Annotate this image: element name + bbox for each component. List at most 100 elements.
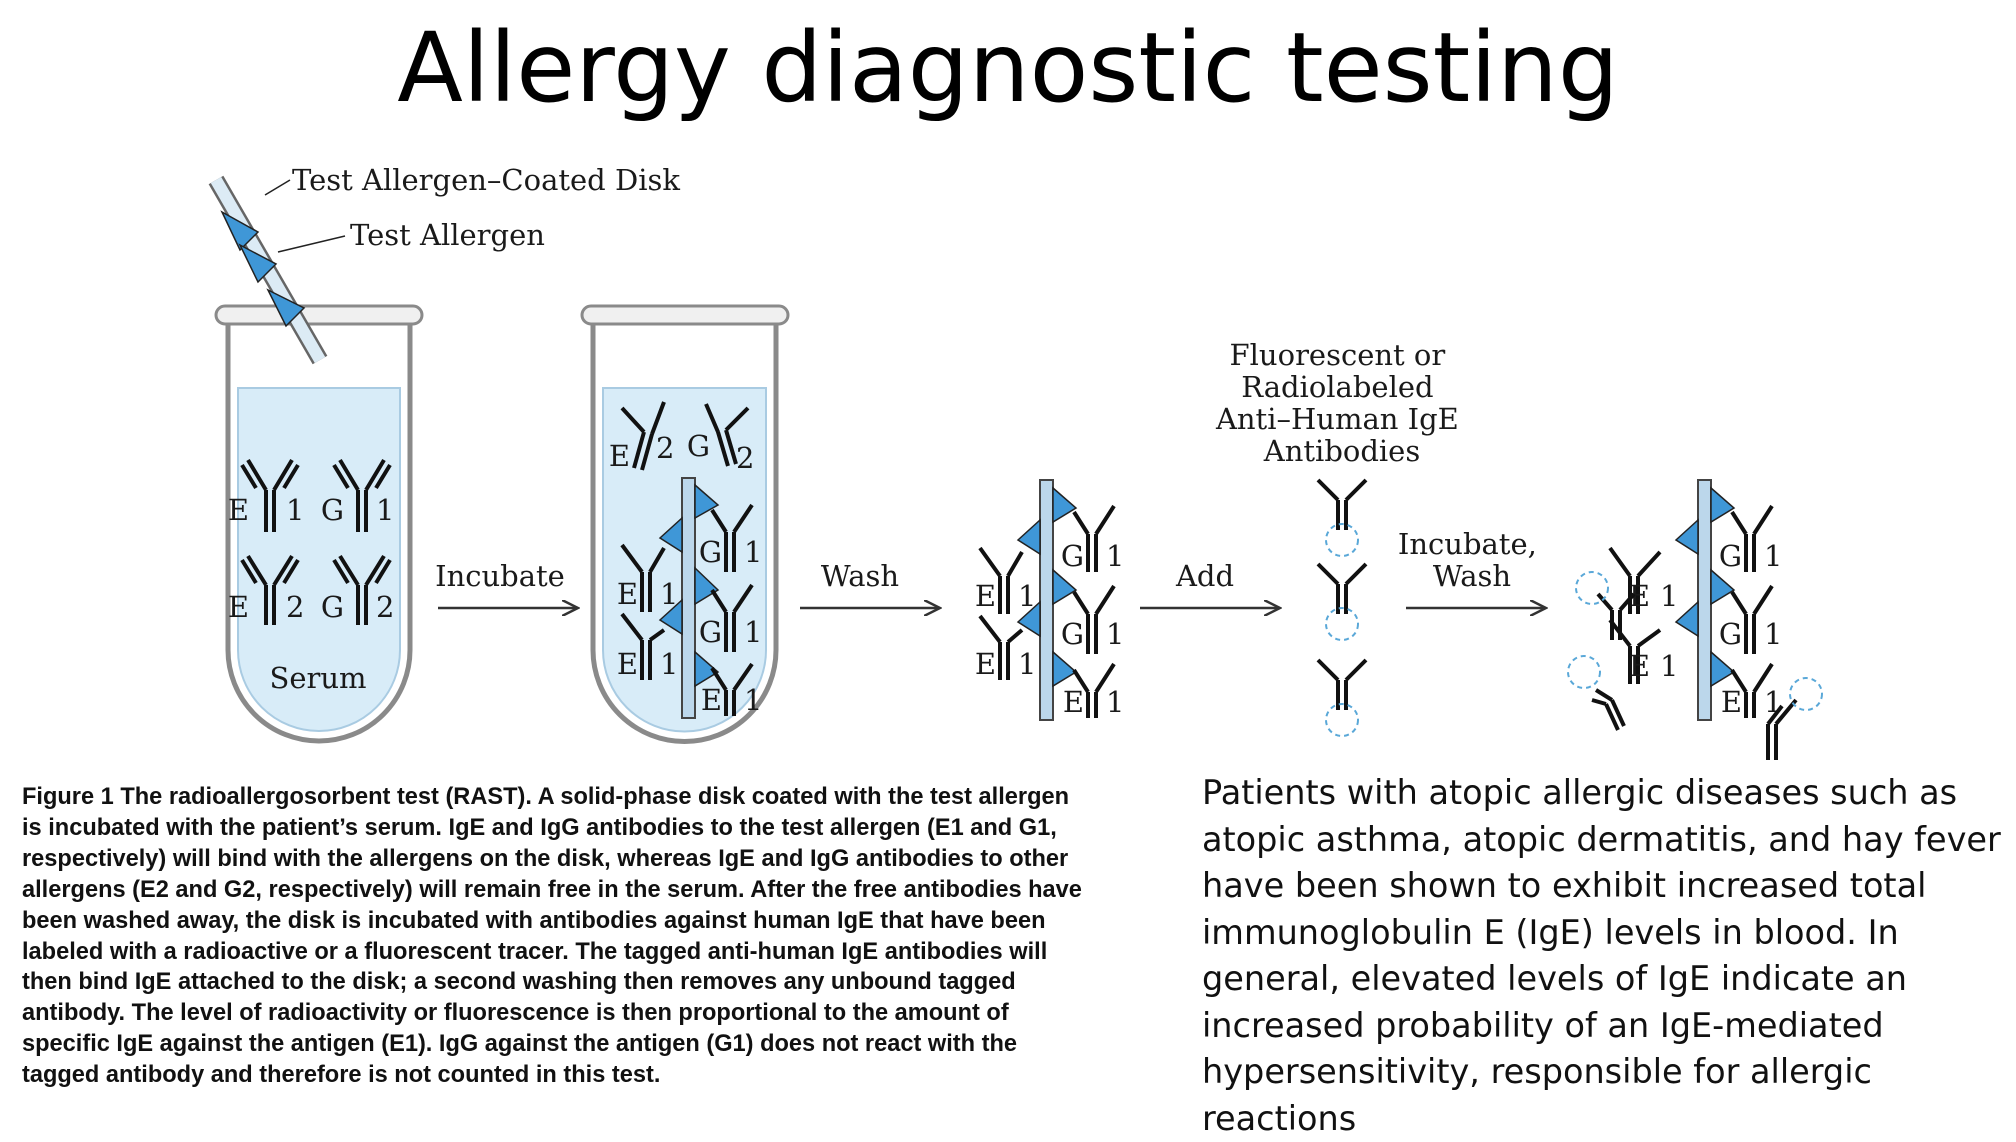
chain-label-2: 2	[736, 441, 754, 475]
allergen-label: Test Allergen	[350, 218, 545, 252]
chain-label-1: 1	[744, 535, 762, 569]
disk-leader-line	[264, 179, 291, 196]
tagged-antibody	[1316, 478, 1368, 557]
allergen-triangle	[1710, 650, 1736, 688]
allergen-triangle	[220, 210, 260, 252]
figure-caption: Figure 1 The radioallergosorbent test (R…	[22, 784, 1082, 1089]
bound-antibody-e1	[1730, 662, 1774, 718]
allergen-triangle	[1710, 568, 1736, 606]
tagged-antibodies-label: Fluorescent or Radiolabeled Anti–Human I…	[1215, 338, 1468, 468]
test-tube-1: Serum	[214, 304, 424, 744]
chain-label-2: 2	[376, 590, 394, 624]
incubate-wash-line: Incubate,	[1398, 527, 1537, 561]
disk-washed	[1039, 479, 1054, 721]
allergen-triangle	[1016, 518, 1041, 556]
chain-label-g: G	[1719, 539, 1742, 573]
allergen-triangle	[1016, 600, 1041, 638]
allergen-triangle	[694, 650, 720, 688]
chain-label-1: 1	[1106, 617, 1124, 651]
chain-label-1: 1	[1660, 649, 1678, 683]
body-paragraph: Patients with atopic allergic diseases s…	[1202, 773, 2001, 1138]
bound-antibody-e1	[1608, 618, 1662, 684]
chain-label-e: E	[975, 579, 996, 613]
chain-label-1: 1	[1764, 685, 1782, 719]
attached-tagged-antibody	[1575, 571, 1636, 640]
bound-antibody-g1	[710, 583, 754, 652]
bound-antibody-g1	[710, 503, 754, 572]
tube-1-glass	[225, 320, 413, 744]
tagged-antibody	[1316, 658, 1368, 737]
attached-tagged-antibody	[1766, 677, 1823, 760]
chain-label-1: 1	[1018, 647, 1036, 681]
chain-label-e: E	[1629, 579, 1650, 613]
bound-antibody-e1	[620, 612, 666, 680]
chain-label-1: 1	[1106, 539, 1124, 573]
incubate-wash-line: Wash	[1433, 559, 1511, 593]
add-label: Add	[1175, 559, 1234, 593]
chain-label-1: 1	[660, 577, 678, 611]
antibody-g2	[332, 554, 392, 625]
chain-label-1: 1	[1764, 617, 1782, 651]
chain-label-1: 1	[286, 493, 304, 527]
allergen-triangle	[266, 288, 306, 328]
bound-antibody-e1	[620, 543, 666, 612]
chain-label-1: 1	[1764, 539, 1782, 573]
chain-label-1: 1	[376, 493, 394, 527]
allergen-triangle	[658, 516, 683, 554]
bound-antibody-g1	[1072, 584, 1116, 654]
allergen-triangle	[1052, 650, 1078, 688]
antibody-e1	[240, 458, 300, 532]
chain-label-2: 2	[286, 590, 304, 624]
antibody-e2	[240, 554, 300, 625]
incubate-label: Incubate	[435, 559, 565, 593]
chain-label-2: 2	[656, 431, 674, 465]
tagged-label-line: Radiolabeled	[1241, 370, 1433, 404]
tube-1-serum	[237, 387, 401, 732]
chain-label-e: E	[1629, 649, 1650, 683]
chain-label-1: 1	[744, 615, 762, 649]
chain-label-g: G	[321, 590, 344, 624]
allergen-triangle	[238, 243, 278, 284]
chain-label-e: E	[975, 647, 996, 681]
chain-label-g: G	[687, 429, 710, 463]
antibody-g1	[332, 458, 392, 532]
chain-label-g: G	[699, 535, 722, 569]
slide-title: Allergy diagnostic testing	[397, 12, 1619, 124]
chain-label-g: G	[1719, 617, 1742, 651]
free-antibody-g2	[704, 403, 750, 467]
chain-label-1: 1	[1018, 579, 1036, 613]
allergen-coated-disk: Test Allergen–Coated Disk Test Allergen	[208, 163, 680, 365]
chain-label-e: E	[228, 493, 249, 527]
allergen-leader-line	[277, 235, 346, 253]
chain-label-e: E	[617, 577, 638, 611]
allergen-triangle	[1052, 568, 1078, 606]
chain-label-e: E	[609, 439, 630, 473]
chain-label-g: G	[699, 615, 722, 649]
disk-label: Test Allergen–Coated Disk	[292, 163, 680, 197]
chain-label-e: E	[1063, 685, 1084, 719]
chain-label-g: G	[1061, 539, 1084, 573]
bound-antibody-e1	[978, 614, 1024, 680]
tagged-label-line: Fluorescent or	[1230, 338, 1446, 372]
tagged-antibody	[1316, 562, 1368, 641]
disk-final	[1697, 479, 1712, 721]
allergen-triangle	[658, 598, 683, 636]
bound-antibody-e1	[710, 662, 754, 716]
tagged-label-line: Anti–Human IgE	[1215, 402, 1459, 436]
rast-diagram: Serum Test Allergen–Coated Disk Test All…	[208, 163, 1823, 760]
chain-label-1: 1	[744, 683, 762, 717]
bound-antibody-e1	[1072, 662, 1116, 718]
chain-label-1: 1	[660, 647, 678, 681]
tagged-label-line: Antibodies	[1263, 434, 1420, 468]
bound-antibody-g1	[1730, 504, 1774, 572]
incubate-wash-label: Incubate, Wash	[1398, 527, 1546, 593]
chain-label-e: E	[701, 683, 722, 717]
tube-2-glass	[590, 320, 779, 744]
chain-label-1: 1	[1660, 579, 1678, 613]
bound-antibody-g1	[1072, 504, 1116, 572]
tube-1-rim	[214, 304, 424, 326]
chain-label-1: 1	[1106, 685, 1124, 719]
free-antibody-e2	[620, 401, 666, 471]
wash-label: Wash	[821, 559, 899, 593]
allergen-triangle	[1710, 486, 1736, 524]
